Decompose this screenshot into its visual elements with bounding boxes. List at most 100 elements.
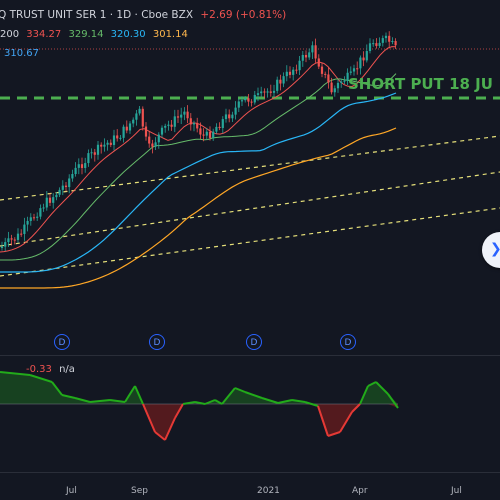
candle-body bbox=[4, 242, 7, 247]
channel-line-lower bbox=[0, 207, 500, 277]
candle-body bbox=[90, 152, 93, 154]
candle-body bbox=[298, 60, 301, 71]
time-axis-label: Jul bbox=[451, 486, 462, 496]
indicator-legend[interactable]: -0.33 n/a bbox=[0, 364, 75, 375]
dividend-marker[interactable]: D bbox=[54, 334, 70, 350]
candle-body bbox=[173, 116, 176, 127]
candle-body bbox=[26, 220, 29, 225]
candle-body bbox=[244, 98, 247, 101]
oscillator-line-segment bbox=[61, 394, 76, 399]
candle-body bbox=[311, 45, 314, 53]
oscillator-line-segment bbox=[214, 399, 223, 405]
oscillator-line-segment bbox=[277, 399, 293, 404]
symbol-title-text: Q TRUST UNIT SER 1 · 1D · Cboe BZX bbox=[0, 9, 194, 21]
symbol-title[interactable]: Q TRUST UNIT SER 1 · 1D · Cboe BZX +2.69… bbox=[0, 9, 286, 21]
ma-extra-value: 310.67 bbox=[4, 48, 39, 59]
candle-body bbox=[260, 91, 263, 94]
oscillator-line-segment bbox=[221, 387, 236, 405]
channel-line-middle bbox=[0, 171, 500, 247]
candle-body bbox=[304, 54, 308, 58]
candle-body bbox=[61, 185, 64, 190]
candle-body bbox=[71, 174, 74, 179]
candle-body bbox=[314, 45, 317, 59]
candle-body bbox=[269, 91, 272, 93]
candle-body bbox=[100, 144, 103, 147]
candle-body bbox=[186, 111, 189, 119]
double-chevron-right-icon: ❯❯ bbox=[490, 241, 500, 257]
candle-body bbox=[84, 163, 87, 168]
oscillator-line-segment bbox=[174, 403, 184, 419]
candle-body bbox=[333, 88, 336, 93]
candle-body bbox=[116, 135, 119, 139]
candle-body bbox=[365, 51, 368, 61]
dividend-marker[interactable]: D bbox=[340, 334, 356, 350]
oscillator-line-segment bbox=[0, 371, 31, 376]
candle-body bbox=[183, 111, 186, 115]
candle-body bbox=[68, 178, 71, 188]
candle-body bbox=[272, 90, 276, 93]
scroll-to-realtime-button[interactable]: ❯❯ bbox=[482, 232, 500, 268]
ma-value-blue: 320.30 bbox=[110, 29, 146, 40]
oscillator-line-segment bbox=[51, 381, 63, 396]
oscillator-line-segment bbox=[204, 399, 216, 405]
oscillator-line-segment bbox=[89, 399, 111, 403]
candle-body bbox=[16, 233, 20, 240]
candle-body bbox=[52, 197, 55, 203]
dividend-marker[interactable]: D bbox=[246, 334, 262, 350]
oscillator-line-segment bbox=[261, 397, 279, 404]
candle-body bbox=[144, 126, 148, 137]
candle-body bbox=[164, 125, 167, 128]
candle-body bbox=[103, 144, 106, 147]
oscillator-line-segment bbox=[339, 411, 353, 433]
candle-body bbox=[240, 100, 244, 102]
candle-body bbox=[295, 69, 298, 71]
oscillator-negative-fill bbox=[0, 404, 398, 440]
candle-body bbox=[391, 41, 394, 43]
candle-body bbox=[253, 94, 256, 103]
short-put-annotation[interactable]: SHORT PUT 18 JU bbox=[348, 75, 493, 93]
candle-body bbox=[196, 123, 199, 129]
candle-body bbox=[132, 119, 135, 124]
candle-body bbox=[279, 79, 282, 84]
ma-value-green: 329.14 bbox=[68, 29, 104, 40]
candle-body bbox=[324, 73, 327, 75]
candle-body bbox=[228, 114, 231, 119]
oscillator-line-segment bbox=[109, 399, 126, 403]
candle-body bbox=[288, 71, 292, 75]
indicator-value: -0.33 bbox=[26, 364, 52, 375]
candle-body bbox=[282, 76, 285, 84]
candle-body bbox=[93, 152, 96, 155]
oscillator-line-segment bbox=[29, 374, 53, 383]
candle-body bbox=[212, 131, 215, 138]
oscillator-positive-fill bbox=[0, 372, 398, 404]
candle-body bbox=[276, 79, 279, 91]
candle-body bbox=[112, 135, 116, 145]
candle-body bbox=[29, 217, 32, 221]
ma-legend[interactable]: 200 334.27 329.14 320.30 301.14 bbox=[0, 29, 188, 40]
candle-body bbox=[138, 108, 141, 114]
dividend-marker[interactable]: D bbox=[149, 334, 165, 350]
time-axis-label: Sep bbox=[131, 486, 148, 496]
candle-body bbox=[170, 124, 173, 127]
candle-body bbox=[343, 80, 346, 82]
candle-body bbox=[74, 167, 77, 175]
candle-body bbox=[215, 126, 218, 132]
candle-body bbox=[378, 42, 381, 46]
candle-body bbox=[176, 116, 180, 118]
candle-body bbox=[340, 81, 343, 83]
candle-body bbox=[266, 91, 269, 93]
candle-body bbox=[317, 58, 320, 67]
candle-body bbox=[48, 197, 52, 203]
candle-body bbox=[247, 98, 250, 102]
candle-body bbox=[301, 54, 304, 61]
candle-body bbox=[192, 123, 196, 125]
candle-body bbox=[125, 126, 128, 131]
oscillator-line-segment bbox=[367, 381, 377, 387]
candle-body bbox=[154, 142, 157, 147]
candle-body bbox=[106, 142, 109, 145]
pane-divider[interactable] bbox=[0, 355, 500, 356]
candle-body bbox=[394, 41, 397, 46]
oscillator-line-segment bbox=[154, 431, 166, 441]
candle-body bbox=[388, 35, 391, 42]
